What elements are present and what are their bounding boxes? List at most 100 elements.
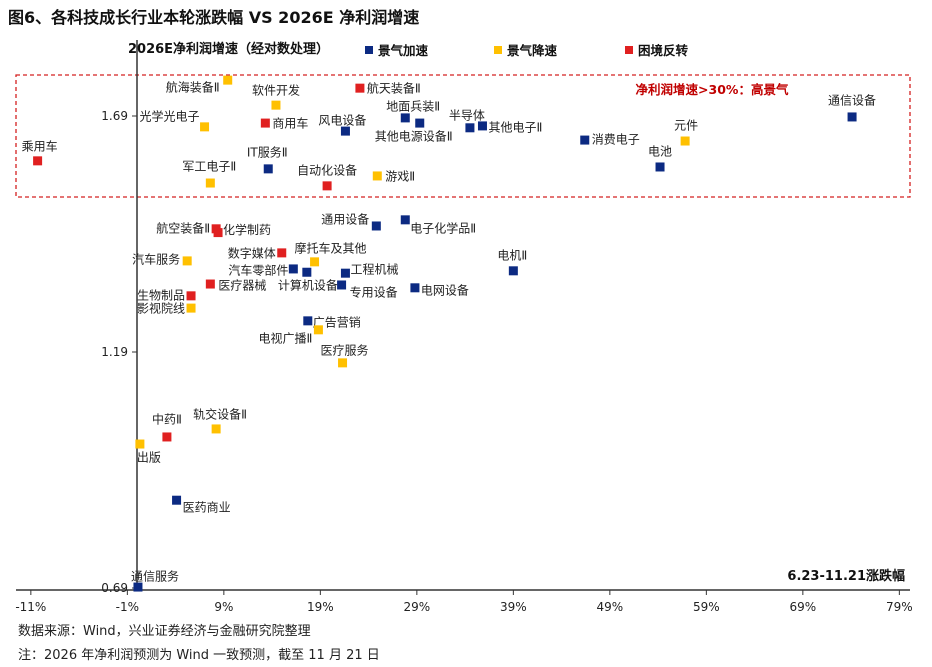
data-point bbox=[223, 75, 233, 85]
data-point bbox=[182, 256, 192, 266]
data-point bbox=[400, 215, 410, 225]
point-label: 电机Ⅱ bbox=[497, 248, 527, 262]
data-point bbox=[288, 264, 298, 274]
source-note: 数据来源：Wind，兴业证券经济与金融研究院整理 bbox=[18, 624, 311, 639]
legend-swatch bbox=[494, 46, 502, 54]
point-label: 工程机械 bbox=[350, 262, 398, 277]
data-point bbox=[508, 266, 518, 276]
data-point bbox=[400, 113, 410, 123]
data-point bbox=[355, 83, 365, 93]
point-label: 生物制品 bbox=[137, 288, 185, 302]
data-point bbox=[310, 257, 320, 267]
region-annotation: 净利润增速>30%：高景气 bbox=[636, 82, 789, 97]
point-label: 医疗器械 bbox=[218, 278, 266, 293]
data-point bbox=[211, 424, 221, 434]
data-point bbox=[680, 136, 690, 146]
data-point bbox=[135, 439, 145, 449]
data-point bbox=[213, 228, 223, 238]
point-label: IT服务Ⅱ bbox=[247, 144, 288, 159]
point-label: 航海装备Ⅱ bbox=[166, 80, 220, 95]
point-label: 电池 bbox=[648, 144, 672, 158]
x-tick-label: 29% bbox=[404, 600, 431, 614]
point-label: 电视广播Ⅱ bbox=[258, 330, 312, 345]
data-point bbox=[200, 122, 210, 132]
point-label: 商用车 bbox=[272, 116, 308, 131]
data-point bbox=[205, 279, 215, 289]
data-point bbox=[271, 100, 281, 110]
point-label: 其他电子Ⅱ bbox=[488, 120, 542, 134]
point-label: 通用设备 bbox=[321, 212, 369, 226]
y-tick-label: 1.19 bbox=[101, 345, 128, 359]
legend-swatch bbox=[625, 46, 633, 54]
data-point bbox=[162, 432, 172, 442]
data-point bbox=[263, 164, 273, 174]
data-point bbox=[302, 267, 312, 277]
point-label: 消费电子 bbox=[592, 133, 640, 147]
data-point bbox=[260, 118, 270, 128]
x-tick-label: 59% bbox=[693, 600, 720, 614]
point-label: 自动化设备 bbox=[297, 163, 357, 177]
point-label: 专用设备 bbox=[350, 284, 398, 299]
point-label: 游戏Ⅱ bbox=[385, 169, 415, 183]
point-label: 汽车服务 bbox=[132, 251, 180, 266]
data-point bbox=[133, 582, 143, 592]
data-point bbox=[303, 316, 313, 326]
point-label: 航空装备Ⅱ bbox=[156, 220, 210, 235]
footnote: 注：2026 年净利润预测为 Wind 一致预测，截至 11 月 21 日 bbox=[18, 648, 380, 663]
point-label: 出版 bbox=[137, 451, 161, 465]
legend-swatch bbox=[365, 46, 373, 54]
x-tick-label: 79% bbox=[886, 600, 913, 614]
point-label: 摩托车及其他 bbox=[295, 240, 367, 255]
point-label: 医疗服务 bbox=[321, 342, 369, 357]
data-point bbox=[655, 162, 665, 172]
data-point bbox=[410, 283, 420, 293]
data-point bbox=[313, 325, 323, 335]
point-label: 汽车零部件 bbox=[228, 262, 288, 277]
data-point bbox=[847, 112, 857, 122]
x-tick-label: 49% bbox=[597, 600, 624, 614]
x-tick-label: -1% bbox=[116, 600, 139, 614]
point-label: 地面兵装Ⅱ bbox=[386, 99, 440, 113]
point-label: 风电设备 bbox=[318, 114, 366, 128]
point-label: 中药Ⅱ bbox=[152, 411, 182, 426]
data-point bbox=[340, 126, 350, 136]
point-label: 元件 bbox=[674, 119, 698, 133]
data-point bbox=[372, 171, 382, 181]
y-axis-title: 2026E净利润增速（经对数处理） bbox=[128, 41, 329, 57]
x-tick-label: 39% bbox=[500, 600, 527, 614]
data-point bbox=[340, 268, 350, 278]
data-point bbox=[186, 303, 196, 313]
legend-label: 困境反转 bbox=[638, 43, 689, 58]
legend-label: 景气加速 bbox=[378, 43, 429, 58]
data-point bbox=[337, 280, 347, 290]
point-label: 通信服务 bbox=[131, 569, 179, 584]
point-label: 航天装备Ⅱ bbox=[367, 81, 421, 96]
point-label: 软件开发 bbox=[252, 83, 300, 98]
data-point bbox=[205, 178, 215, 188]
x-axis-title: 6.23-11.21涨跌幅 bbox=[787, 568, 905, 584]
data-point bbox=[33, 156, 43, 166]
point-label: 广告营销 bbox=[313, 315, 361, 329]
point-label: 电子化学品Ⅱ bbox=[410, 220, 476, 235]
point-label: 通信设备 bbox=[828, 93, 876, 107]
data-point bbox=[277, 248, 287, 258]
x-tick-label: 19% bbox=[307, 600, 334, 614]
y-tick-label: 1.69 bbox=[101, 109, 128, 123]
point-label: 影视院线 bbox=[137, 301, 185, 316]
x-tick-label: 69% bbox=[790, 600, 817, 614]
point-label: 化学制药 bbox=[223, 222, 271, 237]
legend-label: 景气降速 bbox=[507, 43, 558, 58]
data-point bbox=[415, 118, 425, 128]
point-label: 军工电子Ⅱ bbox=[182, 160, 236, 174]
x-tick-label: 9% bbox=[214, 600, 233, 614]
point-label: 电网设备 bbox=[421, 283, 469, 297]
point-label: 半导体 bbox=[449, 108, 485, 122]
point-label: 数字媒体 bbox=[228, 245, 276, 260]
data-point bbox=[172, 495, 182, 505]
data-point bbox=[322, 181, 332, 191]
data-point bbox=[477, 121, 487, 131]
data-point bbox=[186, 291, 196, 301]
point-label: 计算机设备 bbox=[278, 278, 338, 293]
point-label: 光学光电子 bbox=[140, 108, 200, 123]
x-tick-label: -11% bbox=[15, 600, 46, 614]
